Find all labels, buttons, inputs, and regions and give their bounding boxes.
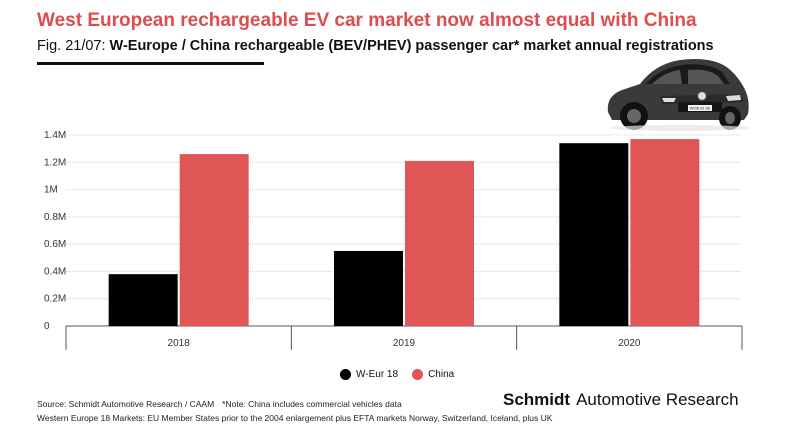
brand-rest: Automotive Research bbox=[576, 390, 739, 409]
x-tick-label: 2018 bbox=[168, 338, 191, 349]
legend-item-weur: W-Eur 18 bbox=[340, 369, 398, 380]
y-tick-label: 0.2M bbox=[44, 294, 66, 305]
source-line: Source: Schmidt Automotive Research / CA… bbox=[37, 399, 402, 409]
y-tick-label: 1M bbox=[44, 185, 58, 196]
chart-subtitle: Fig. 21/07: W-Europe / China rechargeabl… bbox=[37, 38, 714, 54]
legend-label-weur: W-Eur 18 bbox=[356, 369, 399, 380]
license-plate: WOB ID 3E bbox=[690, 106, 711, 111]
legend-swatch-weur bbox=[340, 369, 351, 380]
y-tick-label: 0.4M bbox=[44, 266, 66, 277]
chart-legend: W-Eur 18 China bbox=[340, 369, 462, 380]
chart-title: West European rechargeable EV car market… bbox=[37, 10, 697, 31]
legend-swatch-china bbox=[412, 369, 424, 380]
figure-number: Fig. 21/07: bbox=[37, 38, 110, 54]
legend-label-china: China bbox=[428, 369, 455, 380]
y-tick-label: 1.2M bbox=[44, 157, 66, 168]
bar-china-2019 bbox=[405, 160, 474, 326]
y-tick-label: 1.4M bbox=[44, 130, 66, 141]
x-tick-label: 2020 bbox=[618, 338, 641, 349]
subtitle-text: W-Europe / China rechargeable (BEV/PHEV)… bbox=[109, 38, 714, 54]
y-tick-label: 0 bbox=[44, 321, 50, 332]
bar-china-2018 bbox=[179, 154, 249, 326]
brand-bold: Schmidt bbox=[503, 390, 571, 409]
bar-weur-2018 bbox=[108, 274, 178, 326]
bar-weur-2020 bbox=[559, 143, 629, 326]
title-underline bbox=[37, 62, 264, 65]
bar-china-2020 bbox=[630, 139, 700, 326]
brand-logo: Schmidt Automotive Research bbox=[503, 390, 739, 410]
footnote-text: *Note: China includes commercial vehicle… bbox=[222, 399, 402, 409]
x-tick-label: 2019 bbox=[393, 338, 416, 349]
markets-definition: Western Europe 18 Markets: EU Member Sta… bbox=[37, 413, 553, 423]
bar-weur-2019 bbox=[334, 250, 403, 326]
y-tick-label: 0.6M bbox=[44, 239, 66, 250]
car-image: WOB ID 3E bbox=[607, 59, 750, 131]
y-tick-label: 0.8M bbox=[44, 212, 66, 223]
source-text: Source: Schmidt Automotive Research / CA… bbox=[37, 399, 215, 409]
legend-item-china: China bbox=[412, 369, 454, 380]
